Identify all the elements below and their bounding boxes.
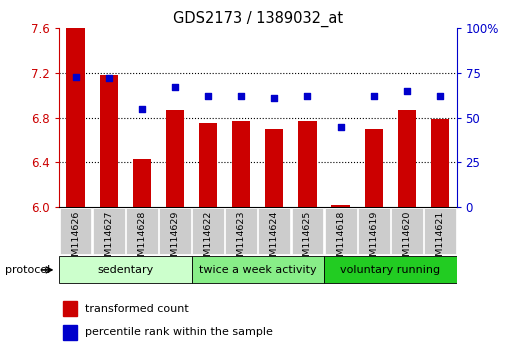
Point	[105, 75, 113, 81]
Bar	[299, 121, 317, 207]
Bar	[365, 129, 383, 207]
Text: GSM114622: GSM114622	[204, 211, 212, 268]
Point	[436, 93, 444, 99]
Point	[337, 124, 345, 130]
FancyBboxPatch shape	[60, 208, 91, 254]
Text: percentile rank within the sample: percentile rank within the sample	[85, 327, 273, 337]
Bar	[265, 129, 284, 207]
Text: GSM114621: GSM114621	[436, 211, 444, 268]
Bar	[133, 159, 151, 207]
FancyBboxPatch shape	[391, 208, 423, 254]
Point	[237, 93, 245, 99]
FancyBboxPatch shape	[191, 256, 324, 284]
Point	[370, 93, 378, 99]
Text: GSM114620: GSM114620	[402, 211, 411, 268]
Point	[270, 95, 279, 101]
FancyBboxPatch shape	[358, 208, 390, 254]
Bar	[100, 75, 118, 207]
FancyBboxPatch shape	[225, 208, 257, 254]
Bar	[431, 119, 449, 207]
Text: twice a week activity: twice a week activity	[199, 265, 317, 275]
FancyBboxPatch shape	[259, 208, 290, 254]
FancyBboxPatch shape	[59, 256, 191, 284]
Text: GSM114619: GSM114619	[369, 211, 378, 268]
FancyBboxPatch shape	[159, 208, 191, 254]
Bar	[63, 301, 77, 316]
Point	[71, 74, 80, 79]
FancyBboxPatch shape	[126, 208, 157, 254]
Bar	[63, 325, 77, 340]
Text: GSM114624: GSM114624	[270, 211, 279, 268]
Point	[204, 93, 212, 99]
Point	[403, 88, 411, 94]
Point	[171, 85, 179, 90]
FancyBboxPatch shape	[192, 208, 224, 254]
Bar	[232, 121, 250, 207]
FancyBboxPatch shape	[424, 208, 456, 254]
Bar	[166, 110, 184, 207]
FancyBboxPatch shape	[324, 256, 457, 284]
FancyBboxPatch shape	[291, 208, 323, 254]
FancyBboxPatch shape	[93, 208, 125, 254]
Text: GSM114623: GSM114623	[236, 211, 246, 268]
Text: GSM114629: GSM114629	[170, 211, 180, 268]
Text: GSM114618: GSM114618	[336, 211, 345, 268]
Bar	[67, 28, 85, 207]
Bar	[199, 123, 217, 207]
Point	[137, 106, 146, 112]
Text: GSM114627: GSM114627	[104, 211, 113, 268]
Bar	[398, 110, 416, 207]
Text: GSM114628: GSM114628	[137, 211, 146, 268]
Bar	[331, 205, 350, 207]
Text: GSM114625: GSM114625	[303, 211, 312, 268]
Text: GSM114626: GSM114626	[71, 211, 80, 268]
Text: protocol: protocol	[5, 265, 50, 275]
Title: GDS2173 / 1389032_at: GDS2173 / 1389032_at	[173, 11, 343, 27]
FancyBboxPatch shape	[325, 208, 357, 254]
Text: voluntary running: voluntary running	[340, 265, 440, 275]
Point	[303, 93, 311, 99]
Text: transformed count: transformed count	[85, 303, 189, 314]
Text: sedentary: sedentary	[97, 265, 153, 275]
